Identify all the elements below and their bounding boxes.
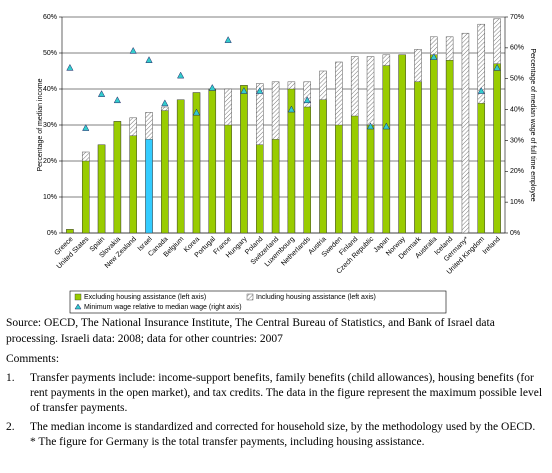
- marker: [303, 96, 311, 104]
- bar: [414, 81, 422, 234]
- bar: [398, 54, 406, 234]
- marker: [145, 56, 153, 63]
- legend-marker: [74, 303, 82, 310]
- legend-swatch: [74, 293, 82, 301]
- marker: [430, 53, 438, 60]
- source: Source: OECD, The National Insurance Ins…: [6, 317, 495, 345]
- legend-box: [69, 290, 447, 314]
- bar: [445, 60, 454, 234]
- y2-axis-label: Percentage of median wage of full time e…: [529, 48, 536, 201]
- y2-tick-label: 30%: [510, 137, 524, 144]
- comment-number: 1.: [6, 372, 15, 384]
- bar: [224, 124, 232, 234]
- marker: [477, 87, 485, 94]
- chart: Percentage of median income Percentage o…: [37, 14, 536, 314]
- bar: [287, 88, 296, 234]
- y2-tick-label: 20%: [510, 168, 524, 175]
- y2-tick-label: 50%: [510, 76, 524, 83]
- bar: [208, 88, 217, 234]
- bar: [271, 139, 280, 234]
- bar: [256, 144, 264, 234]
- bar: [366, 124, 375, 234]
- bar: [66, 229, 74, 234]
- bar: [493, 63, 501, 234]
- y-tick-label: 40%: [43, 86, 57, 93]
- bar: [113, 121, 122, 234]
- bar: [303, 106, 311, 234]
- y-tick-label: 10%: [43, 194, 57, 201]
- legend-label: Excluding housing assistance (left axis): [84, 294, 206, 301]
- legend-label: Including housing assistance (left axis): [256, 294, 376, 301]
- marker: [113, 96, 121, 104]
- y2-tick-label: 70%: [510, 14, 524, 21]
- marker: [177, 71, 185, 79]
- y2-tick-label: 40%: [510, 106, 524, 113]
- marker: [129, 46, 137, 54]
- bar: [319, 99, 327, 234]
- comment: 2. The median income is standardized and …: [6, 420, 546, 435]
- y2-tick-label: 60%: [510, 45, 524, 52]
- y-axis-label: Percentage of median income: [37, 78, 44, 171]
- bar: [335, 124, 343, 234]
- legend-swatch: [246, 293, 254, 301]
- bar: [240, 85, 248, 234]
- footnote: * The figure for Germany is the total tr…: [30, 436, 425, 448]
- marker: [366, 122, 375, 130]
- bar: [430, 54, 438, 234]
- marker: [256, 87, 264, 94]
- y2-tick-label: 0%: [510, 230, 520, 237]
- marker: [161, 99, 169, 107]
- marker: [97, 90, 106, 97]
- y-tick-label: 60%: [43, 14, 57, 21]
- marker: [224, 36, 232, 43]
- marker: [66, 63, 74, 71]
- bar: [461, 32, 470, 234]
- comment-number: 2.: [6, 421, 15, 433]
- marker: [208, 83, 216, 91]
- comments-title: Comments:: [6, 353, 60, 365]
- marker: [382, 122, 390, 130]
- marker: [493, 63, 501, 71]
- bar: [176, 99, 185, 234]
- y-tick-label: 50%: [43, 50, 57, 57]
- x-tick-label: Ireland: [482, 236, 502, 256]
- bar: [97, 144, 106, 234]
- comment: 1. Transfer payments include: income-supp…: [6, 371, 546, 416]
- y-tick-label: 30%: [43, 122, 57, 129]
- comment-text: The median income is standardized and co…: [30, 421, 536, 433]
- notes: Source: OECD, The National Insurance Ins…: [6, 315, 546, 450]
- marker: [240, 87, 248, 94]
- marker: [82, 124, 90, 131]
- legend-label: Minimum wage relative to median wage (ri…: [84, 304, 242, 311]
- y-tick-label: 20%: [43, 158, 57, 165]
- marker: [287, 105, 296, 113]
- bar: [82, 160, 90, 234]
- bar: [161, 110, 169, 234]
- marker: [192, 108, 201, 116]
- bar: [382, 65, 391, 234]
- comment-text: Transfer payments include: income-suppor…: [30, 372, 543, 414]
- bar: [192, 92, 201, 234]
- bar: [477, 103, 485, 234]
- y-tick-label: 0%: [47, 230, 57, 237]
- bar: [145, 139, 153, 234]
- bar: [129, 135, 137, 234]
- bar: [350, 115, 359, 234]
- y2-tick-label: 10%: [510, 199, 524, 206]
